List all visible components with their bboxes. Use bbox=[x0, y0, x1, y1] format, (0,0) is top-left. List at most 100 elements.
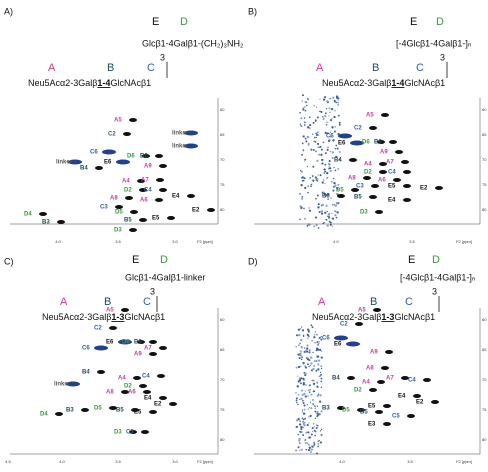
noise-dot bbox=[317, 227, 320, 229]
noise-dot bbox=[326, 172, 329, 175]
noise-dot bbox=[307, 443, 310, 446]
peak-label: B4 bbox=[332, 376, 340, 382]
noise-dot bbox=[298, 354, 300, 356]
y-tick-label: 65 bbox=[220, 347, 225, 352]
noise-dot bbox=[328, 220, 331, 223]
noise-dot bbox=[327, 146, 329, 149]
noise-dot bbox=[334, 125, 337, 128]
noise-dot bbox=[320, 111, 323, 113]
noise-dot bbox=[310, 433, 313, 436]
peak-signal bbox=[149, 340, 157, 344]
noise-dot bbox=[314, 119, 317, 122]
peak-label: linker bbox=[172, 144, 189, 150]
peak-label: D4 bbox=[40, 412, 48, 418]
peak-signal bbox=[407, 414, 415, 418]
noise-dot bbox=[309, 177, 312, 179]
noise-dot bbox=[308, 207, 311, 209]
x-tick-label: 3.0 bbox=[172, 459, 178, 464]
y-tick-label: 80 bbox=[482, 207, 487, 212]
noise-dot bbox=[310, 185, 312, 188]
residue-letter: D bbox=[160, 254, 168, 266]
peak-signal bbox=[129, 118, 137, 122]
noise-dot bbox=[338, 151, 341, 154]
peak-signal bbox=[149, 352, 157, 356]
noise-dot bbox=[313, 140, 315, 143]
noise-dot bbox=[302, 412, 305, 415]
peak-signal bbox=[379, 170, 387, 174]
noise-dot bbox=[302, 149, 305, 152]
noise-dot bbox=[297, 403, 299, 406]
peak-label: A7 bbox=[141, 178, 149, 184]
peak-signal bbox=[350, 140, 364, 146]
root-part: Neu5Acα2-3Galβ bbox=[322, 78, 391, 88]
noise-dot bbox=[314, 417, 317, 420]
peak-label: C2 bbox=[94, 326, 102, 332]
root-linkage: 1-4 bbox=[391, 78, 404, 88]
peak-signal bbox=[66, 381, 80, 387]
noise-dot bbox=[310, 183, 313, 185]
peak-signal bbox=[403, 198, 411, 202]
noise-dot bbox=[303, 347, 306, 349]
peak-label: B5 bbox=[124, 218, 132, 224]
noise-dot bbox=[317, 146, 320, 149]
peak-label: A9 bbox=[134, 352, 142, 358]
peak-label: E2 bbox=[154, 402, 162, 408]
noise-dot bbox=[325, 194, 328, 197]
noise-dot bbox=[318, 211, 321, 214]
peak-label: B3 bbox=[322, 406, 330, 412]
peak-signal bbox=[159, 188, 167, 192]
noise-dot bbox=[314, 341, 316, 344]
noise-dot bbox=[332, 96, 335, 99]
noise-dot bbox=[329, 131, 332, 133]
noise-dot bbox=[304, 217, 307, 220]
noise-dot bbox=[312, 165, 315, 168]
noise-dot bbox=[309, 414, 312, 418]
noise-dot bbox=[317, 411, 319, 413]
root-linkage: 1-3 bbox=[381, 312, 394, 322]
peak-signal bbox=[334, 335, 348, 341]
noise-dot bbox=[334, 101, 336, 103]
noise-dot bbox=[319, 110, 321, 113]
root-structure: Neu5Acα2-3Galβ1-4GlcNAcβ1 bbox=[322, 78, 445, 88]
peak-signal bbox=[383, 404, 391, 408]
noise-dot bbox=[316, 394, 320, 397]
noise-dot bbox=[303, 404, 306, 407]
peak-label: D6 bbox=[362, 140, 370, 146]
noise-dot bbox=[323, 171, 326, 175]
peak-signal bbox=[155, 154, 163, 158]
noise-dot bbox=[320, 210, 324, 213]
noise-dot bbox=[307, 408, 310, 410]
noise-dot bbox=[311, 339, 313, 342]
noise-dot bbox=[313, 360, 316, 362]
noise-dot bbox=[300, 170, 303, 173]
noise-dot bbox=[303, 392, 306, 396]
noise-dot bbox=[314, 176, 317, 179]
noise-dot bbox=[313, 225, 316, 228]
noise-dot bbox=[312, 382, 316, 386]
noise-dot bbox=[310, 393, 313, 396]
noise-dot bbox=[316, 194, 319, 197]
noise-dot bbox=[304, 372, 307, 376]
noise-dot bbox=[328, 160, 331, 163]
peak-label: B4 bbox=[80, 166, 88, 172]
noise-dot bbox=[317, 174, 319, 176]
noise-dot bbox=[313, 104, 316, 107]
noise-dot bbox=[304, 384, 307, 386]
residue-letter: B bbox=[372, 62, 379, 74]
noise-dot bbox=[326, 177, 328, 179]
noise-dot bbox=[324, 112, 327, 115]
residue-letter: D bbox=[180, 16, 188, 28]
peak-signal bbox=[369, 388, 377, 392]
residue-letter: B bbox=[104, 296, 111, 308]
noise-dot bbox=[302, 94, 305, 97]
noise-dot bbox=[301, 179, 304, 182]
y-tick-label: 80 bbox=[220, 207, 225, 212]
noise-dot bbox=[333, 204, 336, 206]
noise-dot bbox=[319, 441, 323, 444]
noise-dot bbox=[306, 347, 309, 350]
noise-dot bbox=[333, 130, 336, 133]
peak-signal bbox=[184, 143, 198, 149]
noise-dot bbox=[317, 368, 320, 371]
peak-signal bbox=[130, 210, 138, 214]
noise-dot bbox=[320, 373, 323, 376]
